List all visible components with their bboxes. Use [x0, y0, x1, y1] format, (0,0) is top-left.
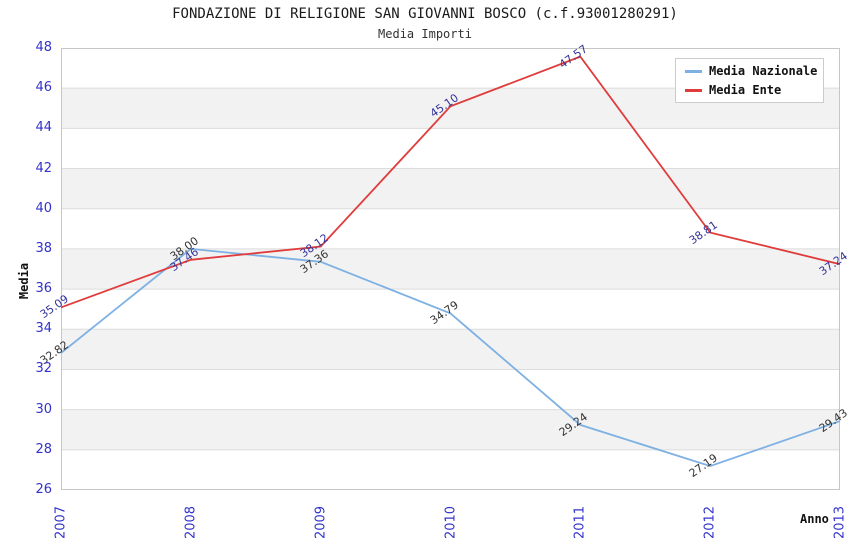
plot-band: [61, 329, 840, 370]
y-axis-label: Media: [17, 262, 31, 300]
y-tick-label: 48: [35, 40, 52, 55]
chart-subtitle: Media Importi: [378, 27, 472, 41]
x-tick-label: 2010: [443, 505, 458, 540]
y-tick-label: 42: [35, 160, 52, 176]
y-tick-label: 38: [35, 240, 52, 256]
media-ente-line-swatch: [685, 88, 702, 92]
y-tick-label: 30: [35, 401, 52, 417]
legend-item-media-nazionale: Media Nazionale: [685, 64, 823, 78]
x-tick-label: 2008: [183, 505, 199, 540]
x-axis-label: Anno: [800, 512, 829, 526]
x-tick-label: 2009: [313, 505, 329, 540]
y-tick-label: 36: [35, 281, 52, 297]
x-tick-label: 2013: [832, 505, 848, 540]
y-tick-label: 26: [35, 482, 52, 497]
series-line-1: [61, 55, 840, 309]
plot-band: [61, 168, 840, 209]
x-tick-label: 2011: [572, 505, 588, 540]
media-nazionale-line-swatch: [685, 69, 702, 73]
y-tick-label: 34: [35, 321, 52, 337]
y-tick-label: 28: [35, 441, 52, 457]
y-tick-label: 32: [35, 361, 52, 377]
legend-label: Media Nazionale: [709, 64, 818, 78]
legend-label: Media Ente: [709, 83, 782, 97]
y-tick-label: 44: [35, 120, 52, 136]
legend: Media Nazionale Media Ente: [675, 58, 824, 103]
x-tick-label: 2012: [702, 505, 718, 540]
plot-band: [61, 248, 840, 290]
y-tick-label: 46: [35, 80, 52, 96]
series-line-0: [61, 247, 840, 468]
plot-border: [61, 48, 840, 490]
y-tick-label: 40: [35, 200, 52, 216]
x-tick-label: 2007: [53, 505, 69, 540]
plot-band: [61, 409, 840, 450]
plot-area: [61, 48, 840, 490]
legend-item-media-ente: Media Ente: [685, 83, 823, 97]
chart-title: FONDAZIONE DI RELIGIONE SAN GIOVANNI BOS…: [172, 6, 678, 22]
